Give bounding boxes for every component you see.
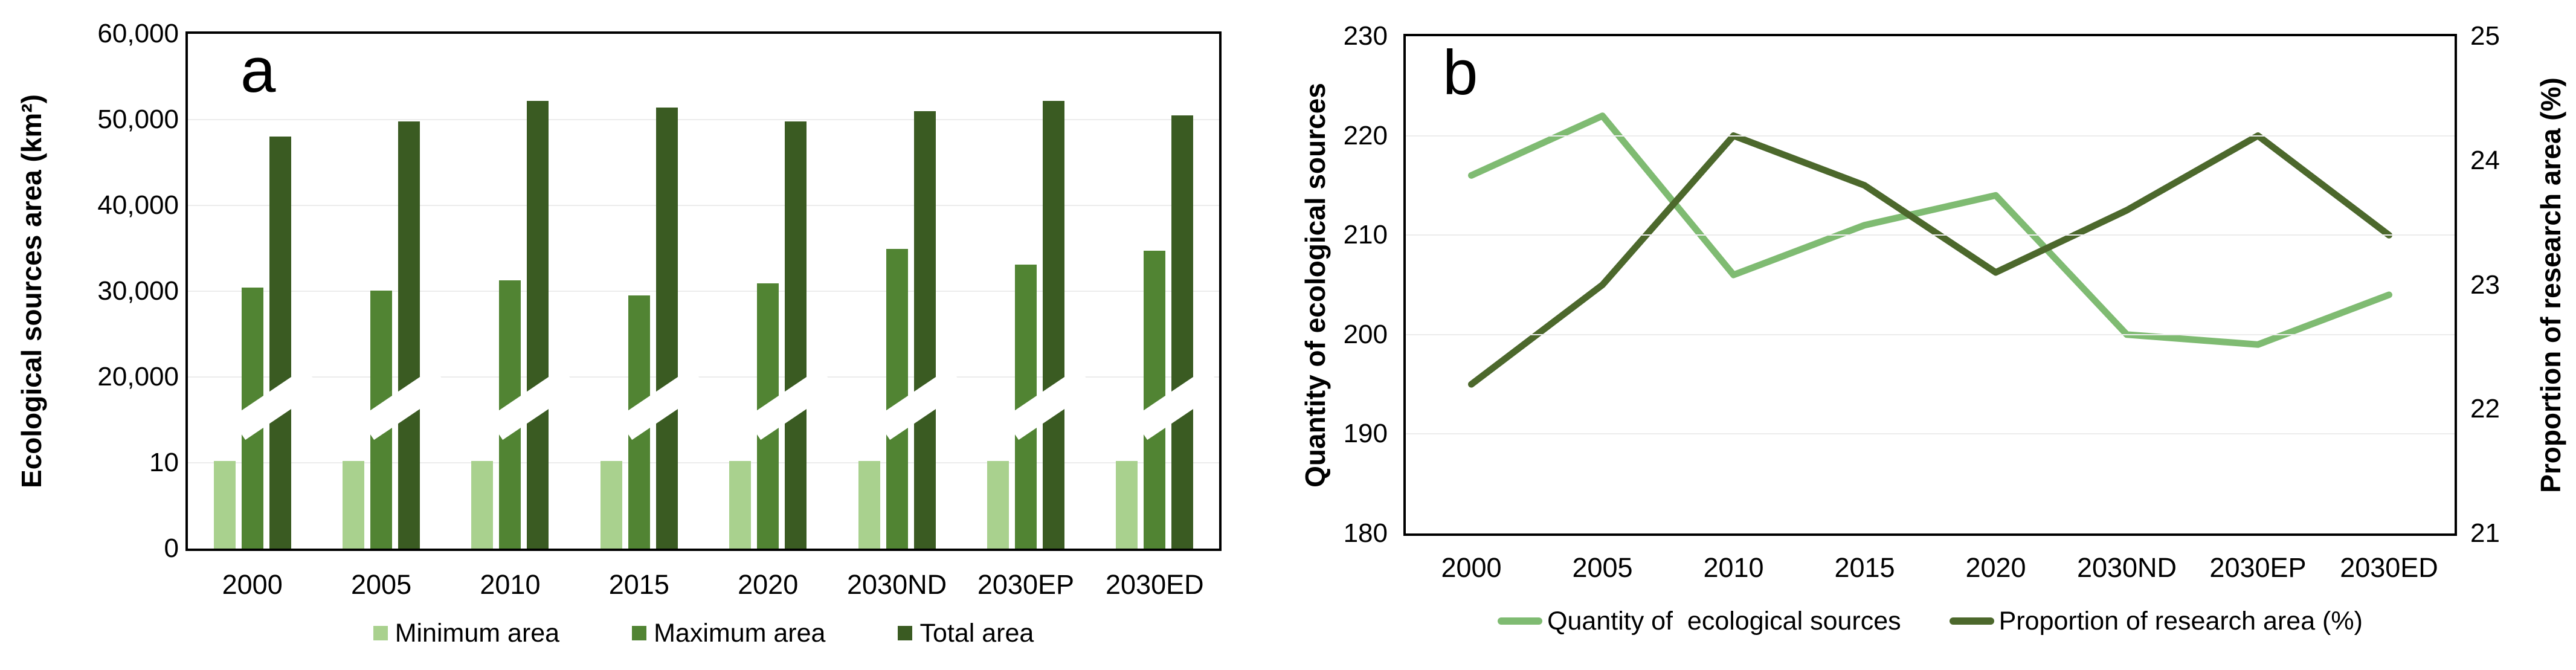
legend-line-swatch xyxy=(1949,617,1994,625)
y-axis-tick-label: 30,000 xyxy=(97,276,179,306)
bar-total-area xyxy=(1042,100,1064,549)
right-y-axis-tick-label: 24 xyxy=(2470,145,2500,175)
x-axis-category-label: 2010 xyxy=(480,569,541,600)
panel-b: Quantity of ecological sources b 180 190 2… xyxy=(1288,0,2576,670)
bar-total-area xyxy=(398,121,420,549)
bar-total-area xyxy=(1171,115,1194,549)
bar-minimum-area xyxy=(343,461,365,549)
right-y-axis-tick-label: 21 xyxy=(2470,518,2500,548)
gridline xyxy=(1406,234,2455,236)
gridline xyxy=(188,462,1219,463)
bar-minimum-area xyxy=(600,461,622,549)
x-axis-category-label: 2005 xyxy=(351,569,412,600)
left-y-axis-tick-label: 230 xyxy=(1343,21,1388,51)
legend-item-proportion: Proportion of research area (%) xyxy=(1949,605,2363,637)
legend-item-minimum-area: Minimum area xyxy=(373,617,559,649)
gridline xyxy=(1406,135,2455,137)
bar-total-area xyxy=(655,108,678,549)
y-axis-tick-label: 10 xyxy=(149,448,179,477)
x-axis-category-label: 2030ED xyxy=(2340,552,2438,583)
gridline xyxy=(188,376,1219,378)
line-series-quantity xyxy=(1468,112,2392,348)
left-y-axis-tick-label: 200 xyxy=(1343,319,1388,349)
x-axis-category-label: 2030EP xyxy=(2209,552,2307,583)
left-y-axis-tick-label: 210 xyxy=(1343,220,1388,250)
x-axis-category-label: 2020 xyxy=(1965,552,2026,583)
x-axis-category-label: 2000 xyxy=(222,569,283,600)
bar-minimum-area xyxy=(987,461,1009,549)
bar-minimum-area xyxy=(729,461,752,549)
line-chart-svg xyxy=(1468,112,2392,388)
bar-minimum-area xyxy=(1116,461,1138,549)
panel-b-left-y-axis-title: Quantity of ecological sources xyxy=(1299,83,1331,488)
right-y-axis-tick-label: 22 xyxy=(2470,394,2500,424)
gridline xyxy=(1406,333,2455,335)
y-axis-tick-label: 60,000 xyxy=(97,19,179,48)
panel-a: Ecological sources area (km²) a 0 10 20,00… xyxy=(16,19,1222,649)
left-y-axis-tick-label: 180 xyxy=(1343,518,1388,548)
x-axis-category-label: 2000 xyxy=(1441,552,1502,583)
left-y-axis-tick-label: 190 xyxy=(1343,419,1388,449)
bar-minimum-area xyxy=(471,461,494,549)
panel-a-plot-area xyxy=(185,31,1222,551)
bar-total-area xyxy=(785,121,807,549)
x-axis-category-label: 2030ED xyxy=(1106,569,1204,600)
gridline xyxy=(188,291,1219,292)
panel-b-legend: Quantity of ecological sources Proportion… xyxy=(1406,605,2455,637)
legend-line-swatch xyxy=(1498,617,1543,625)
x-axis-category-label: 2010 xyxy=(1703,552,1764,583)
x-axis-category-label: 2030EP xyxy=(977,569,1074,600)
panel-b-label: b xyxy=(1443,37,1478,108)
x-axis-category-label: 2015 xyxy=(1834,552,1895,583)
x-axis-category-label: 2030ND xyxy=(847,569,947,600)
bar-total-area xyxy=(913,111,936,549)
y-axis-tick-label: 40,000 xyxy=(97,190,179,220)
line-series-proportion xyxy=(1468,132,2392,388)
legend-square-swatch xyxy=(373,626,388,640)
y-axis-tick-label: 0 xyxy=(164,533,179,563)
x-axis-category-label: 2020 xyxy=(738,569,799,600)
gridline xyxy=(188,119,1219,120)
right-y-axis-tick-label: 23 xyxy=(2470,269,2500,300)
legend-item-label: Quantity of ecological sources xyxy=(1547,607,1901,636)
right-y-axis-tick-label: 25 xyxy=(2470,21,2500,51)
legend-item-label: Maximum area xyxy=(654,619,826,648)
panel-b-right-y-axis-title: Proportion of research area (%) xyxy=(2535,77,2566,493)
bar-minimum-area xyxy=(858,461,880,549)
legend-item-maximum-area: Maximum area xyxy=(632,617,825,649)
legend-item-total-area: Total area xyxy=(898,617,1034,649)
bar-total-area xyxy=(527,100,549,549)
left-y-axis-tick-label: 220 xyxy=(1343,120,1388,150)
x-axis-category-label: 2015 xyxy=(608,569,669,600)
x-axis-category-label: 2030ND xyxy=(2076,552,2177,583)
panel-a-label: a xyxy=(240,35,276,106)
bar-total-area xyxy=(269,137,291,549)
panel-a-legend: Minimum area Maximum area Total area xyxy=(188,617,1219,649)
legend-square-swatch xyxy=(898,626,913,640)
legend-item-quantity: Quantity of ecological sources xyxy=(1498,605,1901,637)
y-axis-tick-label: 50,000 xyxy=(97,105,179,134)
gridline xyxy=(1406,433,2455,435)
legend-item-label: Total area xyxy=(919,619,1034,648)
y-axis-tick-label: 20,000 xyxy=(97,362,179,391)
legend-item-label: Minimum area xyxy=(394,619,560,648)
legend-item-label: Proportion of research area (%) xyxy=(1998,607,2363,636)
gridline xyxy=(188,205,1219,206)
legend-square-swatch xyxy=(632,626,647,640)
x-axis-category-label: 2005 xyxy=(1572,552,1633,583)
bar-minimum-area xyxy=(213,461,236,549)
panel-b-plot-area xyxy=(1403,34,2457,536)
